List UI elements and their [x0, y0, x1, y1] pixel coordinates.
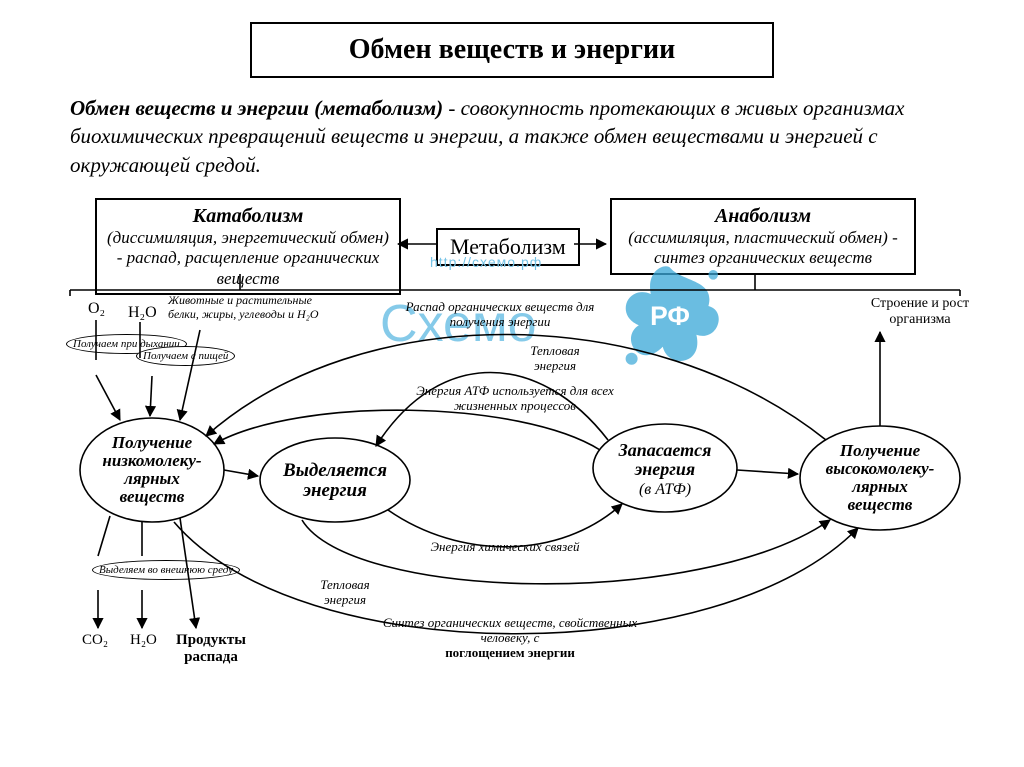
svg-text:веществ: веществ [120, 487, 185, 506]
node-energy-released: Выделяется энергия [260, 438, 410, 522]
svg-text:энергия: энергия [302, 480, 367, 501]
pill-excrete: Выделяем во внешнюю среду [92, 560, 240, 578]
input-h2o: H₂O [128, 304, 157, 322]
label-sintez: Синтез органических веществ, свойственны… [380, 616, 640, 661]
label-teplo2: Тепловая энергия [300, 578, 390, 608]
label-teplo1: Тепловая энергия [510, 344, 600, 374]
label-atf-use: Энергия АТФ используется для всех жизнен… [400, 384, 630, 414]
svg-text:(в АТФ): (в АТФ) [639, 481, 691, 498]
label-growth: Строение и рост организма [870, 296, 970, 328]
catabolism-header: Катаболизм [103, 204, 393, 228]
pill-food: Получаем с пищей [136, 346, 235, 364]
svg-text:РФ: РФ [650, 301, 690, 331]
output-co2: CO₂ [82, 632, 108, 649]
svg-text:высокомолеку-: высокомолеку- [826, 459, 935, 478]
definition-text: Обмен веществ и энергии (метаболизм) - с… [70, 94, 954, 179]
svg-text:Запасается: Запасается [618, 440, 712, 460]
anabolism-header: Анаболизм [618, 204, 908, 228]
input-bju: Животные и растительные белки, жиры, угл… [168, 294, 338, 322]
definition-bold: Обмен веществ и энергии (метаболизм) [70, 96, 443, 120]
node-energy-stored: Запасается энергия (в АТФ) [593, 424, 737, 512]
catabolism-body: (диссимиляция, энергетический обмен) - р… [107, 228, 389, 288]
watermark-splash-icon: РФ [610, 258, 730, 378]
svg-text:веществ: веществ [848, 495, 913, 514]
label-chem-bond: Энергия химических связей [430, 540, 580, 555]
catabolism-box: Катаболизм (диссимиляция, энергетический… [95, 198, 401, 295]
output-prod: Продукты распада [166, 632, 256, 665]
svg-text:Получение: Получение [839, 441, 921, 460]
svg-text:низкомолеку-: низкомолеку- [102, 451, 202, 470]
node-high-molecular: Получение высокомолеку- лярных веществ [800, 426, 960, 530]
page-title: Обмен веществ и энергии [250, 22, 774, 78]
input-o2: O₂ [88, 300, 105, 318]
svg-text:энергия: энергия [634, 459, 695, 479]
svg-text:Выделяется: Выделяется [282, 460, 387, 481]
diagram-page: Обмен веществ и энергии Обмен веществ и … [0, 0, 1024, 767]
watermark-url: http://схемо.рф [430, 254, 542, 270]
output-h2o: H₂O [130, 632, 157, 649]
svg-text:Получение: Получение [111, 433, 193, 452]
svg-text:лярных: лярных [123, 469, 180, 488]
node-low-molecular: Получение низкомолеку- лярных веществ [80, 418, 224, 522]
label-raspad: Распад органических веществ для получени… [400, 300, 600, 330]
svg-text:лярных: лярных [851, 477, 908, 496]
